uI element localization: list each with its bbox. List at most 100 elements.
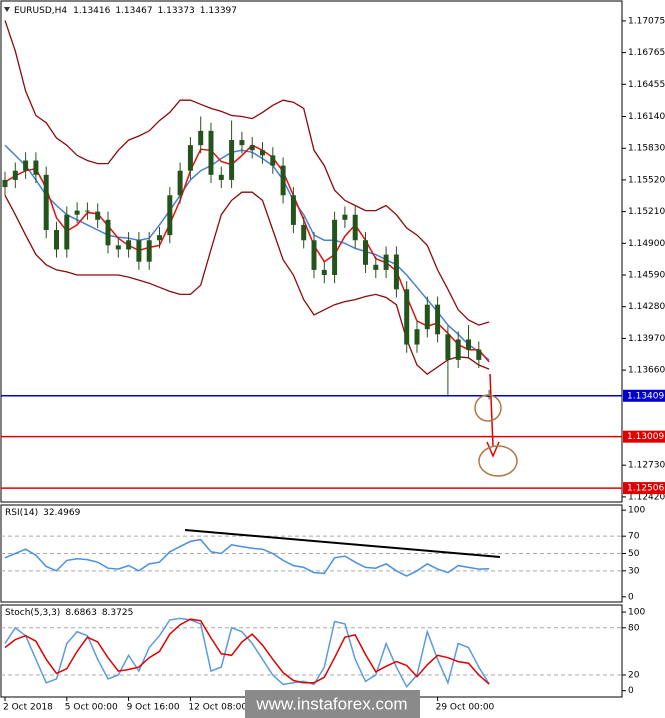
y-tick-label: 0: [628, 686, 634, 696]
arrow-shaft: [489, 373, 494, 447]
candle-body: [414, 329, 420, 345]
header-high: 1.13467: [115, 6, 152, 16]
candle-body: [424, 304, 430, 330]
indicator-line: [4, 20, 490, 326]
y-tick-label: 1.16765: [628, 48, 665, 58]
candle-body: [23, 160, 29, 171]
candle-body: [146, 240, 152, 262]
y-tick-label: 1.12420: [628, 492, 665, 502]
candle-body: [476, 349, 482, 360]
stoch-header: Stoch(5,3,3) 8.6863 8.3725: [5, 608, 133, 618]
candle-body: [2, 179, 8, 188]
y-tick-label: 1.15210: [628, 207, 665, 217]
candle-body: [260, 150, 265, 156]
stoch-main-last: 8.6863: [65, 608, 97, 618]
y-tick-label: 1.12730: [628, 461, 665, 471]
x-tick-label: 2 Oct 2018: [3, 703, 53, 713]
header-close: 1.13397: [200, 6, 237, 16]
indicator-line: [4, 144, 490, 361]
oscillator-line: [4, 538, 490, 577]
candle-body: [249, 145, 255, 151]
chart-header: EURUSD,H4 1.13416 1.13467 1.13373 1.13397: [14, 6, 237, 16]
candle-body: [64, 214, 70, 250]
candle-body: [404, 289, 410, 345]
x-tick-label: 29 Oct 00:00: [436, 703, 495, 713]
symbol: EURUSD,H4: [14, 6, 67, 16]
y-tick-label: 1.14280: [628, 302, 665, 312]
candle-body: [115, 245, 121, 250]
price-level-tag: [623, 430, 665, 443]
y-tick-label: 30: [628, 566, 640, 576]
target-circle: [474, 394, 502, 422]
price-panel-frame: [0, 0, 623, 503]
price-level-label: 1.12506: [627, 484, 664, 494]
rsi-last: 32.4969: [43, 508, 80, 518]
candle-body: [239, 140, 245, 146]
y-tick-label: 1.14900: [628, 239, 665, 249]
candle-body: [229, 140, 235, 180]
candle-body: [198, 130, 204, 146]
rsi-header: RSI(14) 32.4969: [5, 508, 81, 518]
candle-body: [74, 210, 80, 215]
candle-body: [290, 195, 296, 225]
candle-body: [383, 254, 389, 270]
stoch-title: Stoch(5,3,3): [5, 608, 60, 618]
candle-body: [157, 235, 162, 241]
candle-body: [218, 174, 224, 180]
candle-body: [167, 195, 173, 236]
candle-body: [321, 269, 327, 276]
candle-body: [84, 210, 90, 212]
candle-body: [373, 264, 379, 270]
y-tick-label: 70: [628, 532, 640, 542]
y-tick-label: 20: [628, 670, 640, 680]
annotations: [184, 373, 518, 558]
candle-body: [301, 224, 307, 241]
price-level-tag: [623, 482, 665, 495]
stoch-signal-last: 8.3725: [102, 608, 134, 618]
candle-body: [270, 155, 276, 166]
candle-body: [43, 174, 49, 231]
candle-body: [435, 304, 441, 335]
candle-body: [455, 339, 461, 360]
x-tick-label: 9 Oct 16:00: [127, 703, 180, 713]
candle-body: [363, 240, 368, 265]
y-tick-label: 1.16140: [628, 112, 665, 122]
candle-body: [393, 254, 399, 290]
candle-body: [332, 219, 338, 276]
oscillator-line: [4, 618, 490, 685]
y-tick-label: 50: [628, 549, 640, 559]
watermark-box: [245, 690, 420, 718]
price-level-tag: [623, 389, 665, 402]
candle-body: [105, 219, 111, 246]
x-tick-label: 5 Oct 00:00: [65, 703, 118, 713]
header-open: 1.13416: [73, 6, 110, 16]
y-tick-label: 1.15520: [628, 175, 665, 185]
candle-body: [12, 170, 18, 180]
rsi-title: RSI(14): [5, 508, 38, 518]
candle-body: [177, 170, 183, 196]
y-tick-label: 1.15830: [628, 144, 665, 154]
candle-body: [311, 240, 317, 270]
candle-body: [445, 334, 451, 360]
candle-body: [352, 214, 358, 241]
price-level-label: 1.13009: [627, 432, 664, 442]
watermark: www.instaforex.com: [255, 694, 407, 713]
candle-body: [280, 165, 286, 196]
target-circle: [478, 445, 518, 477]
rsi-trendline: [184, 529, 501, 558]
candle-body: [187, 145, 193, 171]
y-tick-label: 0: [628, 592, 634, 602]
candle-body: [54, 230, 59, 250]
candle-body: [208, 130, 214, 175]
candle-body: [342, 214, 348, 220]
y-tick-label: 1.13970: [628, 334, 665, 344]
y-tick-label: 1.14590: [628, 271, 665, 281]
candle-body: [33, 160, 39, 175]
y-tick-label: 1.16455: [628, 80, 665, 90]
header-low: 1.13373: [158, 6, 195, 16]
candle-body: [126, 240, 132, 250]
candle-body: [95, 211, 101, 220]
y-tick-label: 100: [628, 506, 645, 516]
